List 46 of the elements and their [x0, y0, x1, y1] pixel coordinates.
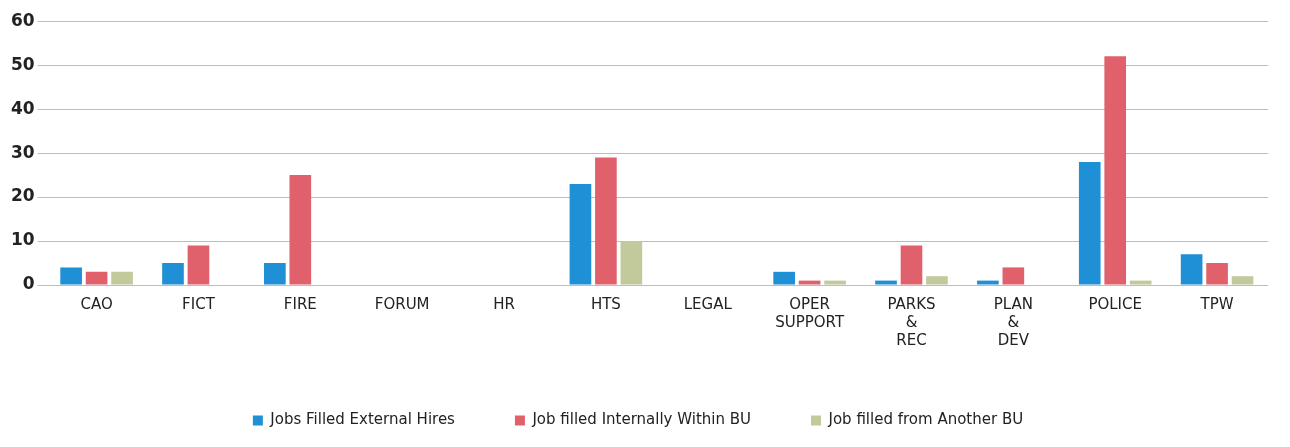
bar [875, 280, 897, 285]
legend-label: Job filled Internally Within BU [531, 410, 752, 429]
x-tick-label: HR [493, 294, 515, 313]
bar [60, 267, 82, 285]
bar [977, 280, 999, 285]
x-tick-label: OPER SUPPORT [775, 294, 845, 331]
y-tick-label: 0 [22, 273, 35, 294]
bar [569, 183, 592, 285]
y-tick-label: 20 [10, 185, 35, 206]
bar [1231, 276, 1254, 285]
x-tick-label: HTS [590, 294, 621, 313]
bar [1180, 254, 1203, 285]
bar [111, 271, 133, 285]
bar [620, 241, 643, 285]
x-tick-label: FORUM [374, 294, 430, 313]
bar [162, 263, 184, 285]
x-tick-label: PARKS & REC [887, 294, 936, 349]
x-tick-label: LEGAL [683, 294, 733, 313]
bar [187, 245, 210, 285]
bar [1002, 267, 1025, 285]
bar [595, 157, 617, 285]
bar [1129, 280, 1152, 285]
y-tick-label: 50 [10, 53, 35, 74]
bar [289, 175, 312, 285]
bar [1078, 161, 1101, 285]
y-tick-label: 30 [10, 141, 35, 162]
x-tick-label: TPW [1199, 294, 1234, 313]
bar [824, 280, 846, 285]
bar [926, 276, 948, 285]
y-tick-label: 40 [10, 97, 35, 118]
bar [85, 271, 108, 285]
bar [1206, 263, 1228, 285]
bar [773, 271, 795, 285]
y-tick-label: 60 [10, 9, 35, 30]
x-tick-label: FICT [182, 294, 216, 313]
legend-label: Jobs Filled External Hires [269, 410, 456, 429]
x-tick-label: CAO [80, 294, 113, 313]
legend-label: Job filled from Another BU [827, 410, 1024, 429]
x-tick-label: PLAN & DEV [993, 294, 1033, 349]
bar [1104, 56, 1127, 285]
bar [798, 280, 821, 285]
bar [900, 245, 923, 285]
x-tick-label: FIRE [283, 294, 317, 313]
y-tick-label: 10 [10, 229, 35, 250]
bar [264, 263, 286, 285]
x-tick-label: POLICE [1088, 294, 1142, 313]
